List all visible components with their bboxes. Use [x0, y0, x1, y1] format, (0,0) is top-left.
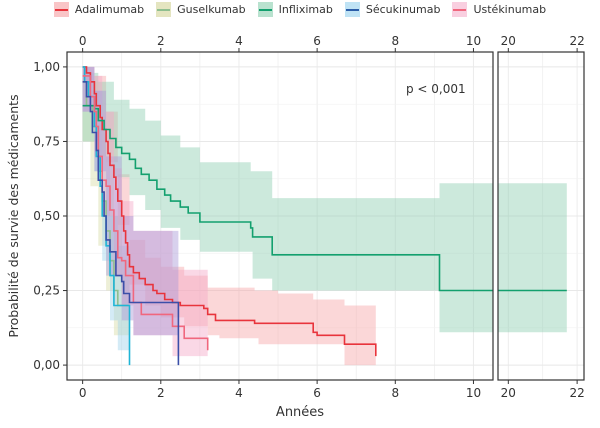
- survival-curve-adalimumab: [82, 66, 377, 357]
- y-tick-label: 1,00: [33, 60, 60, 74]
- legend-item-guselkumab[interactable]: Guselkumab: [156, 2, 246, 17]
- x-tick-label-bottom: 6: [313, 386, 321, 400]
- legend-label: Sécukinumab: [365, 3, 441, 16]
- survival-curve-secukinumab-dark: [82, 81, 180, 366]
- x-tick-label-bottom: 10: [466, 386, 481, 400]
- x-tick-label-top: 6: [313, 34, 321, 48]
- x-tick-label-bottom: 2: [157, 386, 165, 400]
- legend-item-infliximab[interactable]: Infliximab: [257, 2, 333, 17]
- survival-curve-infliximab: [82, 104, 493, 292]
- x-tick-label-top: 4: [235, 34, 243, 48]
- confidence-band-ustekinumab: [82, 66, 208, 366]
- legend-key-icon: [156, 2, 172, 17]
- survival-curve-secukinumab: [82, 66, 131, 366]
- axes: 00224466881010202022220,000,250,500,751,…: [33, 34, 584, 400]
- p-value-annotation: p < 0,001: [406, 82, 466, 96]
- confidence-band-infliximab: [82, 72, 493, 333]
- x-tick-label-top: 20: [501, 34, 516, 48]
- legend-label: Ustékinumab: [473, 3, 547, 16]
- legend-label: Guselkumab: [177, 3, 246, 16]
- legend-item-secukinumab[interactable]: Sécukinumab: [344, 2, 441, 17]
- x-tick-label-top: 0: [79, 34, 87, 48]
- break-panel-border: [497, 51, 585, 381]
- confidence-band-secukinumab-dark: [82, 66, 179, 351]
- survival-curves: [82, 66, 567, 366]
- y-tick-label: 0,25: [33, 284, 60, 298]
- legend: Adalimumab Guselkumab Infliximab Sécukin…: [0, 2, 600, 17]
- x-tick-label-bottom: 20: [501, 386, 516, 400]
- legend-key-icon: [53, 2, 69, 17]
- legend-key-icon: [452, 2, 468, 17]
- legend-item-adalimumab[interactable]: Adalimumab: [53, 2, 145, 17]
- x-tick-label-bottom: 0: [79, 386, 87, 400]
- x-tick-label-bottom: 8: [391, 386, 399, 400]
- x-axis-label: Années: [276, 405, 324, 420]
- x-tick-label-bottom: 22: [569, 386, 584, 400]
- legend-item-ustekinumab[interactable]: Ustékinumab: [452, 2, 546, 17]
- legend-label: Adalimumab: [74, 3, 145, 16]
- x-tick-label-top: 8: [391, 34, 399, 48]
- y-tick-label: 0,00: [33, 358, 60, 372]
- legend-key-icon: [344, 2, 360, 17]
- x-tick-label-top: 10: [466, 34, 481, 48]
- survival-curve-ustekinumab: [82, 75, 209, 351]
- y-tick-label: 0,50: [33, 209, 60, 223]
- x-tick-label-top: 22: [569, 34, 584, 48]
- legend-label: Infliximab: [278, 3, 333, 16]
- x-tick-label-bottom: 4: [235, 386, 243, 400]
- x-tick-label-top: 2: [157, 34, 165, 48]
- y-axis-label: Probabilité de survie des médicaments: [6, 94, 21, 337]
- y-tick-label: 0,75: [33, 134, 60, 148]
- confidence-band-infliximab: [498, 183, 567, 333]
- legend-key-icon: [257, 2, 273, 17]
